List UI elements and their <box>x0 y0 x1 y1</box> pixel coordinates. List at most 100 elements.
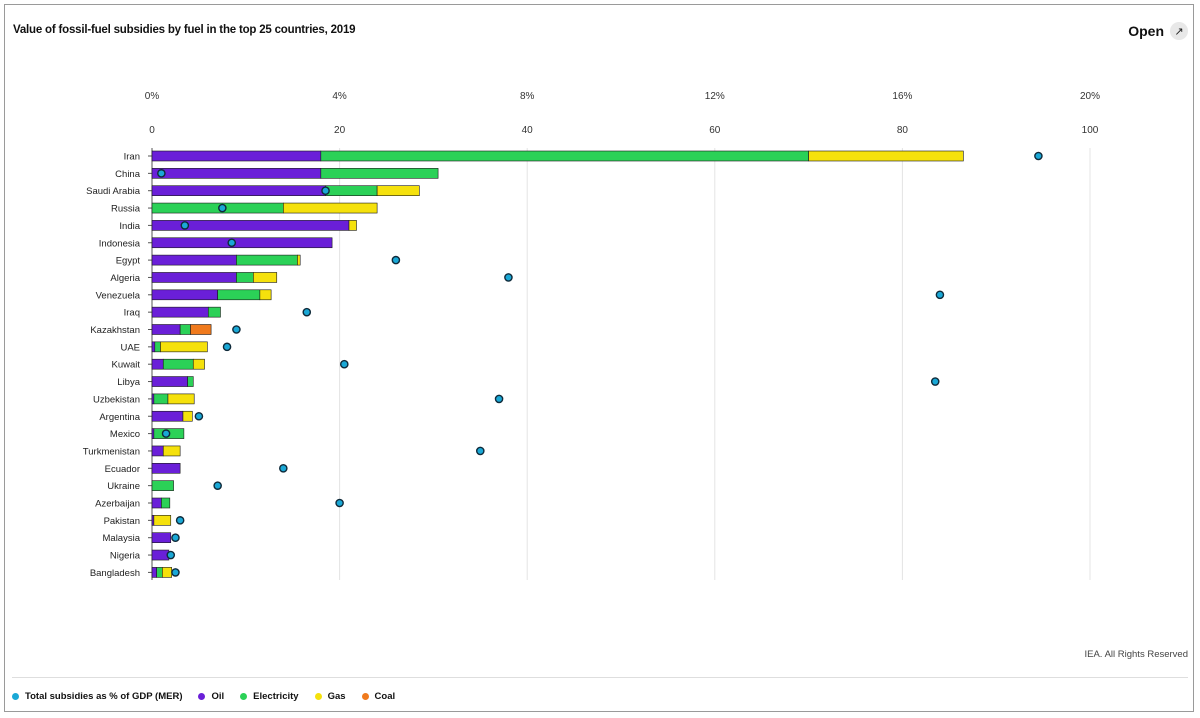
bar-segment-oil <box>151 150 322 162</box>
category-label: Malaysia <box>103 533 141 544</box>
bar-segment-electricity <box>154 341 161 353</box>
gdp-percent-point <box>171 533 180 543</box>
legend: Total subsidies as % of GDP (MER) Oil El… <box>12 691 395 702</box>
category-label: Venezuela <box>96 290 141 301</box>
legend-item-gas[interactable]: Gas <box>314 691 346 702</box>
gdp-percent-point <box>157 169 166 178</box>
gdp-percent-point <box>930 377 940 386</box>
category-label: Azerbaijan <box>95 499 140 510</box>
gdp-percent-point <box>218 203 227 213</box>
x-tick-label-value: 100 <box>1082 125 1099 136</box>
bar-segment-oil <box>151 462 181 474</box>
gdp-percent-point <box>321 186 330 195</box>
bar-segment-oil <box>151 358 164 370</box>
category-label: Argentina <box>99 412 140 423</box>
category-label: Ukraine <box>107 481 140 492</box>
bar-segment-oil <box>151 497 162 509</box>
bar-segment-oil <box>151 254 237 266</box>
chart-card <box>4 4 1194 712</box>
legend-swatch <box>12 693 19 700</box>
bar-segment-oil <box>151 306 209 318</box>
bar-segment-oil <box>151 567 157 578</box>
gdp-percent-point <box>302 307 312 317</box>
gdp-percent-point <box>335 498 344 508</box>
category-label: Indonesia <box>99 238 141 249</box>
gdp-percent-point <box>222 342 232 352</box>
gdp-percent-point <box>935 290 945 300</box>
category-label: Kazakhstan <box>90 325 140 336</box>
category-label: China <box>115 169 141 180</box>
x-tick-label-value: 40 <box>522 125 534 136</box>
category-label: Nigeria <box>110 551 141 562</box>
bar-segment-gas <box>160 341 208 353</box>
x-tick-label-value: 20 <box>334 125 346 136</box>
legend-label: Electricity <box>253 691 299 702</box>
category-label: Algeria <box>110 273 140 284</box>
bar-segment-oil <box>151 445 164 457</box>
bar-segment-oil <box>151 341 156 353</box>
legend-swatch <box>198 693 206 700</box>
gdp-percent-point <box>339 359 349 369</box>
bar-segment-electricity <box>217 289 261 301</box>
bar-segment-electricity <box>179 324 191 335</box>
bar-segment-oil <box>151 324 181 335</box>
bar-segment-electricity <box>151 202 284 214</box>
legend-item-gdp[interactable]: Total subsidies as % of GDP (MER) <box>12 691 182 702</box>
bar-segment-gas <box>376 185 420 196</box>
bar-segment-electricity <box>161 497 171 509</box>
gdp-percent-point <box>213 481 222 490</box>
bar-segment-oil <box>151 376 188 387</box>
x-tick-label-value: 80 <box>897 125 909 136</box>
gdp-percent-point <box>227 238 237 248</box>
category-label: Russia <box>111 204 141 215</box>
category-label: Pakistan <box>104 516 140 527</box>
category-label: India <box>119 221 140 232</box>
x-tick-label-percent: 4% <box>332 91 347 102</box>
bar-segment-electricity <box>320 168 439 179</box>
category-label: Libya <box>117 377 140 388</box>
legend-item-electricity[interactable]: Electricity <box>240 691 299 702</box>
bar-segment-oil <box>151 532 172 544</box>
x-tick-label-percent: 20% <box>1080 91 1100 102</box>
bar-segment-electricity <box>320 150 809 162</box>
gdp-percent-point <box>166 550 176 560</box>
category-label: Iraq <box>124 308 140 319</box>
x-tick-label-percent: 16% <box>892 91 912 102</box>
gdp-percent-point <box>391 255 401 265</box>
bar-segment-electricity <box>325 185 378 196</box>
category-label: Bangladesh <box>90 568 140 579</box>
bar-segment-gas <box>167 393 195 405</box>
bar-segment-oil <box>151 410 184 422</box>
bar-segment-oil <box>151 168 322 179</box>
bar-segment-electricity <box>156 567 163 578</box>
bar-segment-gas <box>182 410 193 422</box>
x-tick-label-percent: 0% <box>145 91 160 102</box>
legend-label: Gas <box>327 691 346 702</box>
x-tick-label-value: 60 <box>709 125 721 136</box>
gdp-percent-point <box>279 463 288 473</box>
bar-segment-oil <box>151 185 326 196</box>
legend-swatch <box>361 693 369 700</box>
category-label: Saudi Arabia <box>86 186 141 197</box>
gdp-percent-point <box>194 411 204 421</box>
x-tick-label-percent: 12% <box>705 91 725 102</box>
category-label: Egypt <box>116 256 141 267</box>
bar-segment-gas <box>808 150 964 162</box>
gdp-percent-point <box>180 221 190 230</box>
bar-segment-gas <box>153 515 172 526</box>
bar-segment-gas <box>162 445 181 457</box>
credit-text: IEA. All Rights Reserved <box>1084 649 1189 660</box>
bar-segment-electricity <box>236 272 254 283</box>
bar-segment-electricity <box>236 254 298 266</box>
bar-segment-gas <box>297 254 301 266</box>
legend-label: Oil <box>211 691 225 702</box>
bar-segment-gas <box>283 202 378 214</box>
legend-swatch <box>314 693 322 700</box>
open-button[interactable]: Open ↗ <box>1128 22 1188 40</box>
category-label: Uzbekistan <box>93 394 140 405</box>
legend-item-coal[interactable]: Coal <box>361 691 395 702</box>
open-label: Open <box>1128 23 1164 39</box>
bar-segment-oil <box>151 237 333 249</box>
legend-item-oil[interactable]: Oil <box>198 691 224 702</box>
gdp-percent-point <box>504 273 513 282</box>
